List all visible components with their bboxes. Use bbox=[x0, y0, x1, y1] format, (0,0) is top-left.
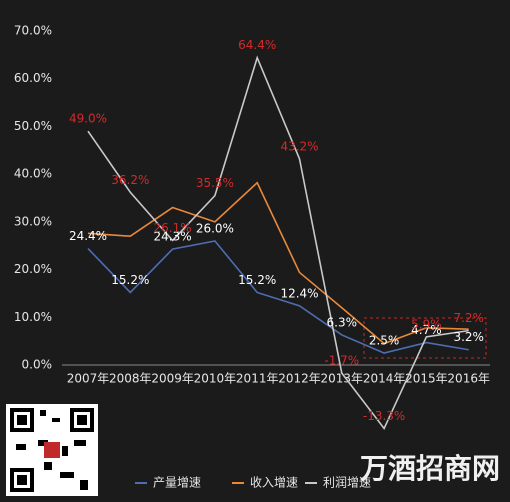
x-tick-label: 2009年 bbox=[151, 372, 194, 386]
y-tick-label: 0.0% bbox=[22, 358, 53, 372]
highlight-box bbox=[363, 317, 487, 359]
legend-label: 产量增速 bbox=[153, 476, 201, 490]
data-label: 15.2% bbox=[111, 273, 149, 287]
y-tick-label: 20.0% bbox=[14, 262, 52, 276]
data-label: 4.7% bbox=[411, 323, 442, 337]
qr-code bbox=[6, 404, 98, 496]
data-label: 15.2% bbox=[238, 273, 276, 287]
data-label: 35.5% bbox=[196, 176, 234, 190]
legend-label: 利润增速 bbox=[323, 476, 371, 490]
y-tick-label: 70.0% bbox=[14, 24, 52, 38]
watermark: 万酒招商网 bbox=[360, 452, 500, 485]
data-label: 3.2% bbox=[453, 330, 484, 344]
x-tick-label: 2012年 bbox=[278, 372, 321, 386]
x-tick-label: 2015年 bbox=[405, 372, 448, 386]
data-label: 24.3% bbox=[154, 230, 192, 244]
x-tick-label: 2010年 bbox=[194, 372, 237, 386]
x-tick-label: 2013年 bbox=[321, 372, 364, 386]
x-tick-label: 2011年 bbox=[236, 372, 279, 386]
y-tick-label: 50.0% bbox=[14, 119, 52, 133]
x-tick-label: 2007年 bbox=[67, 372, 110, 386]
y-tick-label: 60.0% bbox=[14, 71, 52, 85]
x-tick-label: 2016年 bbox=[447, 372, 490, 386]
series-line bbox=[87, 181, 469, 345]
data-label: 64.4% bbox=[238, 38, 276, 52]
data-label: 6.3% bbox=[327, 315, 358, 329]
legend-label: 收入增速 bbox=[250, 476, 298, 490]
data-label: 49.0% bbox=[69, 112, 107, 126]
data-label: 7.2% bbox=[453, 311, 484, 325]
data-label: 26.0% bbox=[196, 221, 234, 235]
data-label: 2.5% bbox=[369, 334, 400, 348]
y-tick-label: 10.0% bbox=[14, 310, 52, 324]
data-label: 5.9% bbox=[411, 317, 442, 331]
data-label: 24.4% bbox=[69, 229, 107, 243]
x-tick-label: 2014年 bbox=[363, 372, 406, 386]
data-label: 12.4% bbox=[280, 286, 318, 300]
data-label: 43.2% bbox=[280, 139, 318, 153]
data-label: 26.1% bbox=[154, 221, 192, 235]
y-tick-label: 40.0% bbox=[14, 167, 52, 181]
data-label: -13.3% bbox=[363, 409, 405, 423]
y-tick-label: 30.0% bbox=[14, 214, 52, 228]
series-line bbox=[87, 240, 469, 354]
series-line bbox=[87, 55, 469, 431]
x-tick-label: 2008年 bbox=[109, 372, 152, 386]
data-label: -1.7% bbox=[324, 354, 359, 368]
data-label: 36.2% bbox=[111, 173, 149, 187]
